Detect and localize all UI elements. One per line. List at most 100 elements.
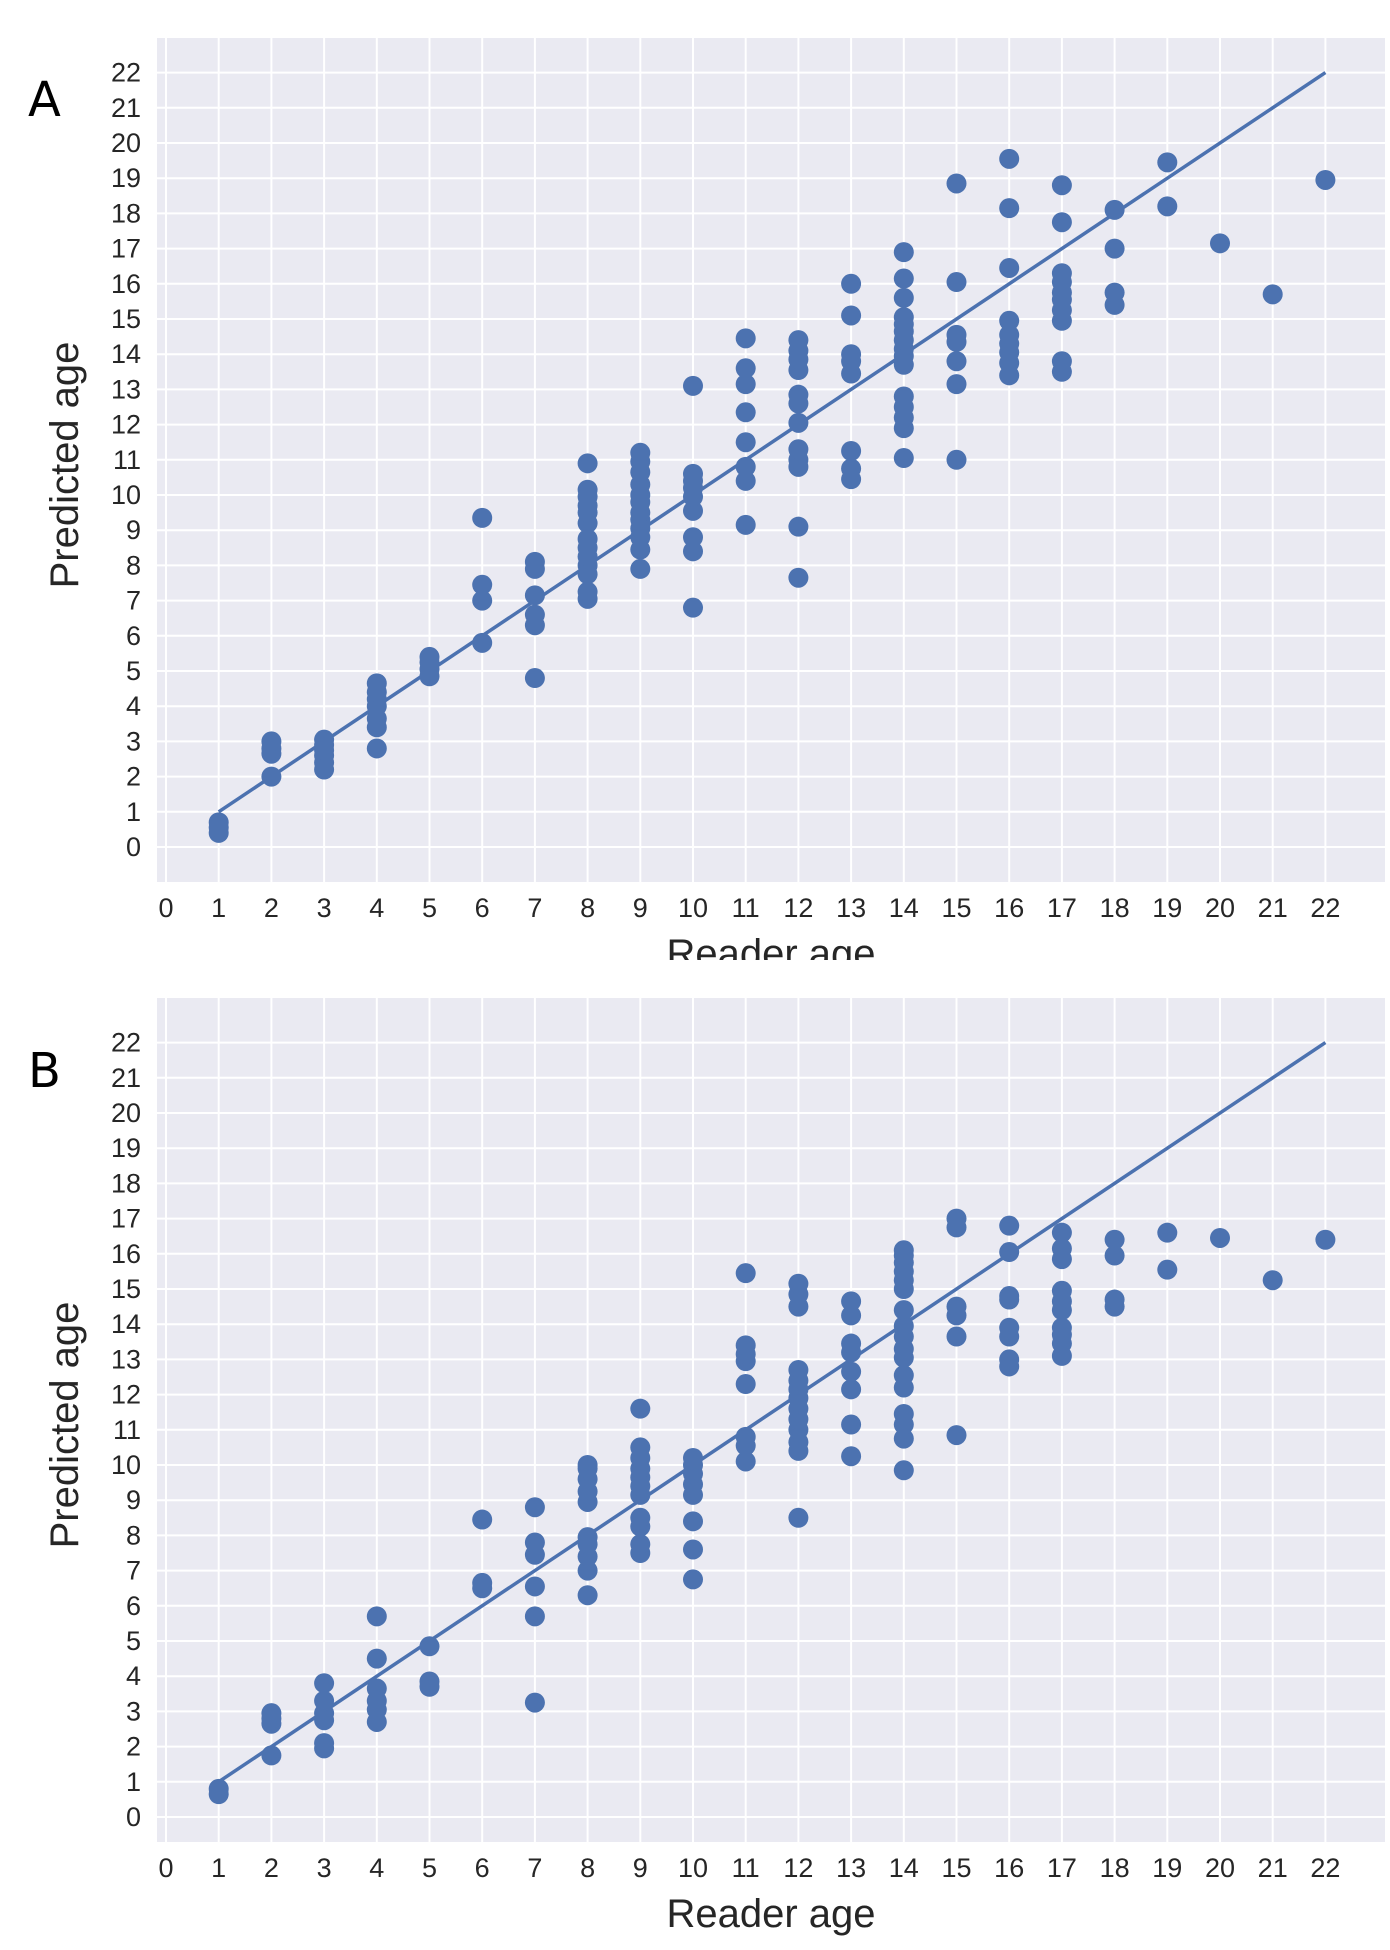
y-tick-label: 9 xyxy=(126,1485,141,1515)
data-point xyxy=(1210,233,1230,254)
y-tick-label: 21 xyxy=(111,1063,141,1093)
data-point xyxy=(419,1671,440,1692)
data-point xyxy=(1051,1280,1072,1301)
data-point xyxy=(261,1703,282,1724)
y-tick-label: 5 xyxy=(126,1626,141,1656)
data-point xyxy=(1051,351,1072,372)
data-point xyxy=(735,1451,756,1472)
y-tick-label: 1 xyxy=(126,797,141,827)
data-point xyxy=(1104,199,1125,220)
x-tick-label: 3 xyxy=(317,893,332,923)
x-tick-label: 21 xyxy=(1258,893,1288,923)
x-tick-label: 18 xyxy=(1100,893,1130,923)
y-tick-label: 6 xyxy=(126,621,141,651)
data-point xyxy=(1157,196,1178,217)
y-tick-label: 4 xyxy=(126,691,141,721)
data-point xyxy=(841,1291,862,1312)
data-point xyxy=(841,1414,862,1435)
x-tick-label: 13 xyxy=(836,1853,866,1883)
data-point xyxy=(841,1305,862,1326)
data-point xyxy=(999,1286,1020,1307)
data-point xyxy=(841,344,862,365)
data-point xyxy=(893,1240,914,1261)
data-point xyxy=(999,148,1020,169)
x-tick-label: 8 xyxy=(580,1853,595,1883)
data-point xyxy=(630,558,651,579)
x-tick-label: 11 xyxy=(732,893,760,923)
y-tick-label: 12 xyxy=(111,410,141,440)
data-point xyxy=(577,1455,598,1475)
data-point xyxy=(683,1569,703,1590)
data-point xyxy=(630,442,651,463)
x-tick-label: 2 xyxy=(264,893,279,923)
data-point xyxy=(788,412,809,433)
data-points xyxy=(208,148,1336,843)
x-tick-label: 15 xyxy=(941,1853,971,1883)
data-point xyxy=(1051,175,1072,196)
data-point xyxy=(946,351,967,372)
chart-panel-b: B 0 1 2 3 4 5 6 7 8 9 10 11 12 13 14 15 16 17 18 19 20 21 22 0 1… xyxy=(0,960,1390,1950)
scatter-plot-a: 0 1 2 3 4 5 6 7 8 9 10 11 12 13 14 15 16 17 18 19 20 21 220123… xyxy=(43,38,1385,960)
x-tick-label: 22 xyxy=(1310,893,1340,923)
data-point xyxy=(999,1242,1020,1263)
data-point xyxy=(841,441,862,461)
data-point xyxy=(208,812,229,833)
x-tick-label: 21 xyxy=(1258,1853,1288,1883)
data-point xyxy=(893,287,914,308)
data-point xyxy=(1051,263,1072,284)
y-tick-label: 18 xyxy=(111,1168,141,1198)
data-point xyxy=(893,1403,914,1424)
x-tick-label: 18 xyxy=(1100,1853,1130,1883)
panel-label-a: A xyxy=(28,72,61,128)
data-point xyxy=(577,529,598,549)
y-tick-label: 3 xyxy=(126,726,141,756)
y-tick-label: 19 xyxy=(111,1133,141,1163)
y-tick-label: 7 xyxy=(126,1556,141,1586)
x-tick-label: 4 xyxy=(369,893,384,923)
x-axis-label: Reader age xyxy=(666,1892,875,1936)
data-point xyxy=(524,1532,545,1553)
data-point xyxy=(524,668,545,689)
y-axis-label: Predicted age xyxy=(43,342,87,589)
data-point xyxy=(524,551,545,572)
x-axis-label: Reader age xyxy=(666,932,875,960)
x-tick-label: 16 xyxy=(994,1853,1024,1883)
data-point xyxy=(472,574,493,595)
y-tick-label: 14 xyxy=(111,1309,141,1339)
y-tick-label: 9 xyxy=(126,515,141,545)
data-point xyxy=(735,1263,756,1284)
data-point xyxy=(735,328,756,349)
data-point xyxy=(366,738,387,759)
data-point xyxy=(1315,169,1336,190)
data-points xyxy=(208,1208,1336,1805)
y-tick-label: 14 xyxy=(111,339,141,369)
data-point xyxy=(1315,1229,1336,1250)
data-point xyxy=(1104,1229,1125,1250)
data-point xyxy=(735,1426,756,1447)
y-tick-label: 10 xyxy=(111,1450,141,1480)
x-tick-label: 8 xyxy=(580,893,595,923)
data-point xyxy=(630,1437,651,1458)
x-tick-label: 5 xyxy=(422,893,437,923)
x-tick-label: 19 xyxy=(1152,1853,1182,1883)
data-point xyxy=(314,1673,335,1694)
data-point xyxy=(893,1315,914,1336)
x-tick-label: 10 xyxy=(678,1853,708,1883)
panel-label-b: B xyxy=(28,1043,61,1099)
x-tick-label: 9 xyxy=(633,1853,648,1883)
data-point xyxy=(893,242,914,263)
data-point xyxy=(366,1648,387,1669)
y-tick-label: 11 xyxy=(113,445,141,475)
data-point xyxy=(208,1778,229,1799)
data-point xyxy=(735,470,756,491)
data-point xyxy=(788,439,809,460)
x-tick-label: 12 xyxy=(783,1853,813,1883)
data-point xyxy=(841,458,862,479)
data-point xyxy=(946,1425,967,1446)
data-point xyxy=(630,1534,651,1555)
data-point xyxy=(577,1560,598,1581)
data-point xyxy=(472,507,493,528)
data-point xyxy=(735,514,756,535)
x-tick-label: 10 xyxy=(678,893,708,923)
data-point xyxy=(314,1733,335,1754)
